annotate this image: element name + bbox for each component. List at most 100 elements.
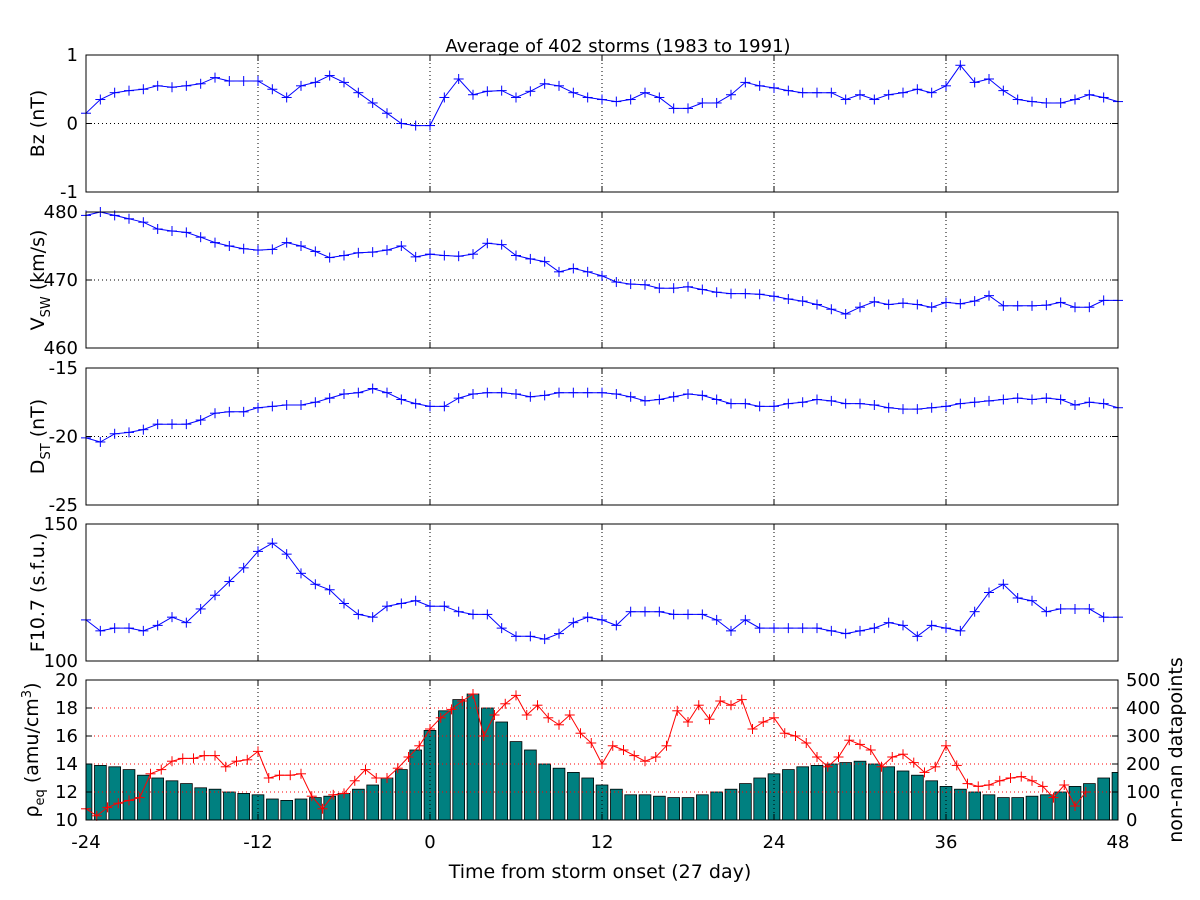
panel-1-point — [654, 92, 665, 103]
panel-3-point — [539, 390, 550, 401]
panel-5-bar — [610, 788, 623, 821]
panel-2-point — [625, 279, 636, 290]
panel-3-point — [582, 387, 593, 398]
panel-4-point — [482, 609, 493, 620]
panel-5-bar — [911, 774, 924, 821]
panel-5-bar — [839, 762, 852, 821]
panel-5-point — [1016, 771, 1027, 782]
panel-3-point — [396, 394, 407, 405]
panel-1-point — [812, 87, 822, 98]
panel-1-ytick-label: -1 — [60, 182, 78, 203]
panel-5-point — [263, 773, 274, 783]
panel-1-point — [726, 89, 736, 100]
panel-4-point — [826, 625, 837, 636]
panel-5-ytick-label: 20 — [55, 670, 78, 691]
panel-2-point — [797, 296, 808, 307]
panel-5-point — [887, 752, 898, 762]
panel-4-point — [224, 576, 235, 587]
panel-2-point — [783, 294, 794, 305]
panel-5-point — [231, 756, 242, 767]
panel-1-point — [152, 80, 163, 91]
panel-5-point — [865, 745, 876, 755]
panel-3-point — [955, 398, 966, 409]
panel-5-point — [306, 791, 317, 802]
panel-5-point — [511, 690, 521, 701]
panel-4-point — [726, 625, 736, 636]
panel-1-point — [1055, 97, 1066, 108]
panel-2-point — [453, 251, 464, 262]
panel-5-bar — [1025, 795, 1039, 821]
panel-5-bar — [165, 780, 179, 821]
panel-2-point — [425, 249, 435, 260]
panel-4-point — [253, 546, 263, 557]
panel-3-point — [926, 402, 937, 413]
panel-5-point — [317, 803, 328, 814]
panel-3-point — [224, 406, 235, 417]
panel-1-point — [568, 87, 579, 98]
panel-1-point — [124, 85, 134, 96]
panel-5-bar — [681, 797, 695, 821]
panel-2-point — [339, 250, 349, 261]
panel-4-point — [1041, 606, 1052, 617]
panel-5-right-ytick-label: 400 — [1126, 698, 1160, 719]
panel-4-point — [912, 631, 923, 642]
panel-5-bar — [423, 730, 437, 821]
panel-3-frame — [85, 367, 1119, 506]
panel-3-ytick-label: -20 — [49, 427, 78, 448]
panel-1-point — [969, 77, 980, 88]
panel-5-bar — [739, 783, 752, 821]
panel-2-point — [711, 287, 722, 298]
panel-5-point — [822, 761, 833, 772]
panel-1-point — [883, 89, 894, 100]
panel-1-point — [496, 85, 507, 96]
panel-1-point — [998, 85, 1009, 96]
panel-1-point — [525, 86, 536, 97]
panel-4-point — [496, 623, 507, 634]
panel-5-bar — [380, 777, 394, 821]
panel-1-point — [181, 80, 192, 91]
panel-5-point — [134, 792, 145, 803]
panel-3-point — [324, 393, 335, 404]
panel-5-bar — [710, 791, 723, 821]
panel-5-point — [532, 700, 543, 711]
panel-2-point — [152, 224, 163, 234]
panel-4-point — [296, 568, 306, 579]
panel-3-point — [1012, 393, 1023, 404]
panel-3-point — [883, 402, 894, 413]
panel-3-point — [482, 387, 493, 398]
panel-5-bar — [409, 749, 422, 821]
panel-5-point — [392, 763, 403, 774]
panel-1-point — [167, 82, 177, 93]
panel-3-point — [840, 398, 851, 409]
panel-2-point — [224, 241, 235, 251]
panel-4-point — [783, 623, 794, 634]
panel-4-point — [310, 579, 321, 590]
panel-1-point — [1041, 97, 1052, 108]
panel-4-point — [668, 609, 679, 620]
panel-4-frame — [85, 523, 1119, 662]
panel-2-point — [1041, 300, 1052, 311]
panel-4-point — [468, 609, 478, 620]
panel-3-point — [797, 397, 808, 408]
panel-3-point — [1055, 394, 1066, 405]
panel-2-point — [740, 288, 751, 299]
panel-1-point — [984, 73, 994, 84]
panel-1-point — [554, 80, 564, 91]
panel-4-point — [267, 538, 278, 549]
panel-3-point — [969, 397, 980, 408]
panel-1-point — [439, 92, 450, 103]
panel-5-point — [941, 740, 951, 751]
panel-2-point — [324, 252, 335, 263]
panel-1-point — [1098, 92, 1109, 103]
panel-2-point — [195, 232, 206, 243]
panel-2-point — [396, 241, 407, 251]
panel-5-point — [661, 740, 672, 751]
panel-2-point — [668, 283, 679, 294]
panel-3-point — [210, 408, 220, 419]
panel-4-point — [109, 623, 120, 634]
panel-1-point — [955, 60, 966, 71]
x-tick-label: 24 — [763, 832, 786, 853]
panel-4-point — [597, 614, 607, 625]
panel-2-frame — [85, 211, 1119, 349]
panel-1-point — [310, 77, 321, 88]
